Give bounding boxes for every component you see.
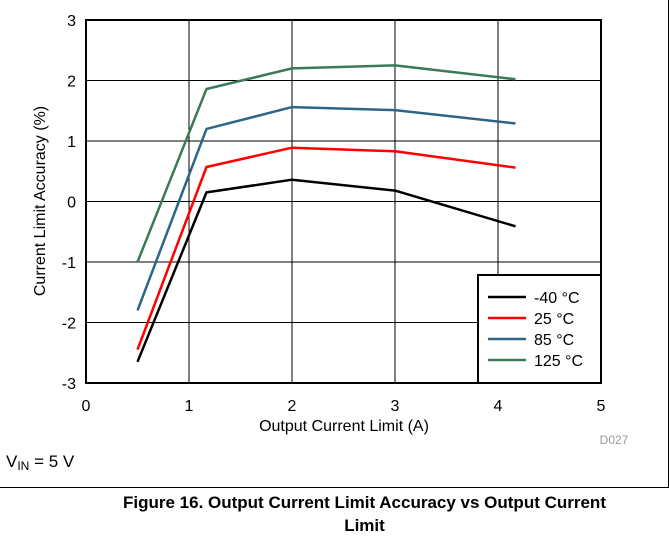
- x-tick-label: 5: [597, 398, 606, 415]
- y-tick-label: 2: [67, 74, 76, 91]
- plot-border: [85, 19, 602, 384]
- x-tick-label: 2: [288, 398, 297, 415]
- x-tick-label: 3: [391, 398, 400, 415]
- y-tick-label: -2: [62, 316, 76, 333]
- series-line: [136, 64, 516, 263]
- y-tick-label: 1: [67, 134, 76, 151]
- y-tick-label: -1: [62, 255, 76, 272]
- chart-plot: 0 1 2 3 4 5 -3 -2 -1 0 1 2 3 Output Current Limit (A…: [32, 13, 629, 447]
- figure-caption-line2: Limit: [344, 516, 385, 535]
- input-voltage-note: VIN = 5 V: [6, 452, 75, 473]
- tick-labels: 0 1 2 3 4 5 -3 -2 -1 0 1 2 3: [62, 13, 606, 415]
- legend-label: -40 °C: [534, 290, 580, 307]
- x-tick-label: 0: [82, 398, 91, 415]
- x-tick-label: 4: [494, 398, 503, 415]
- series-lines: [136, 64, 516, 363]
- y-tick-label: 3: [67, 13, 76, 30]
- x-axis-label: Output Current Limit (A): [259, 418, 429, 435]
- y-tick-label: -3: [62, 376, 76, 393]
- chart-frame: 0 1 2 3 4 5 -3 -2 -1 0 1 2 3 Output Current Limit (A…: [0, 0, 669, 488]
- legend-label: 125 °C: [534, 353, 583, 370]
- legend-label: 25 °C: [534, 311, 574, 328]
- legend-box: [477, 274, 602, 384]
- series-line: [136, 146, 516, 351]
- y-tick-label: 0: [67, 195, 76, 212]
- y-axis-label: Current Limit Accuracy (%): [32, 106, 49, 296]
- legend-label: 85 °C: [534, 332, 574, 349]
- x-tick-label: 1: [185, 398, 194, 415]
- legend: -40 °C 25 °C 85 °C 125 °C: [477, 274, 602, 384]
- series-line: [136, 178, 516, 363]
- figure-caption-line1: Figure 16. Output Current Limit Accuracy…: [123, 493, 606, 512]
- series-line: [136, 105, 516, 311]
- figure-id: D027: [600, 433, 629, 447]
